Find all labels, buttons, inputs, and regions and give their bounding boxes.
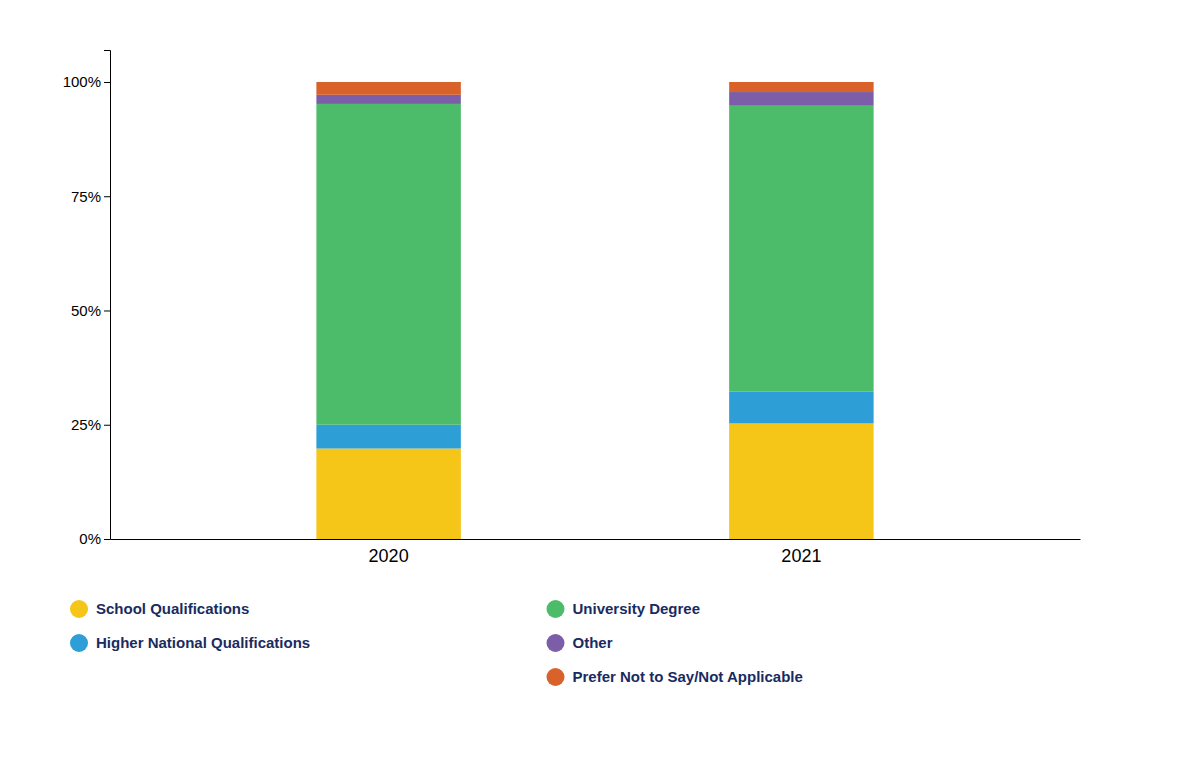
legend: School Qualifications Higher National Qua… xyxy=(70,600,803,686)
bars xyxy=(316,82,873,539)
bar-segment xyxy=(729,92,873,106)
y-tick-mark xyxy=(104,196,110,197)
legend-item: Other xyxy=(547,634,613,652)
legend-label: Prefer Not to Say/Not Applicable xyxy=(573,668,803,685)
series-bars xyxy=(316,423,873,539)
y-axis: 0% 25% 50% 75% 100% xyxy=(63,51,111,548)
y-tick-label: 75% xyxy=(71,188,101,205)
bar-segment xyxy=(316,449,460,539)
chart-svg: 0% 25% 50% 75% 100% 2020 2021 School Qualificat… xyxy=(0,0,1200,769)
x-tick: 2021 xyxy=(781,546,821,566)
bar-segment xyxy=(316,95,460,104)
x-axis-line xyxy=(111,539,1081,540)
x-axis: 2020 2021 xyxy=(111,540,1081,566)
bar-segment xyxy=(316,82,460,95)
y-tick: 50% xyxy=(71,302,110,319)
y-tick: 100% xyxy=(63,73,110,90)
legend-swatch xyxy=(547,668,565,686)
plot-area: 0% 25% 50% 75% 100% 2020 2021 xyxy=(63,51,1081,566)
y-tick-label: 0% xyxy=(79,530,101,547)
legend-item: Higher National Qualifications xyxy=(70,634,310,652)
legend-label: Other xyxy=(573,634,613,651)
legend-label: Higher National Qualifications xyxy=(96,634,310,651)
y-tick-label: 100% xyxy=(63,73,101,90)
y-tick-mark xyxy=(104,82,110,83)
legend-swatch xyxy=(70,600,88,618)
legend-swatch xyxy=(547,634,565,652)
x-tick: 2020 xyxy=(369,546,409,566)
bar-segment xyxy=(729,106,873,392)
bar-segment xyxy=(729,423,873,539)
y-tick: 75% xyxy=(71,188,110,205)
y-tick-label: 25% xyxy=(71,416,101,433)
y-tick: 25% xyxy=(71,416,110,433)
y-tick-mark xyxy=(104,425,110,426)
bar-segment xyxy=(729,391,873,423)
legend-label: School Qualifications xyxy=(96,600,249,617)
y-tick: 0% xyxy=(79,530,110,547)
legend-item: Prefer Not to Say/Not Applicable xyxy=(547,668,803,686)
legend-item: School Qualifications xyxy=(70,600,249,618)
y-tick-mark xyxy=(104,310,110,311)
legend-swatch xyxy=(70,634,88,652)
legend-label: University Degree xyxy=(573,600,701,617)
bar-segment xyxy=(316,104,460,425)
series-bars xyxy=(316,104,873,425)
y-tick-mark xyxy=(104,539,110,540)
y-tick-label: 50% xyxy=(71,302,101,319)
x-tick-label: 2021 xyxy=(781,546,821,566)
legend-item: University Degree xyxy=(547,600,701,618)
bar-segment xyxy=(316,425,460,449)
y-axis-line xyxy=(104,51,111,540)
series-bars xyxy=(316,82,873,95)
legend-swatch xyxy=(547,600,565,618)
x-tick-label: 2020 xyxy=(369,546,409,566)
bar-segment xyxy=(729,82,873,92)
